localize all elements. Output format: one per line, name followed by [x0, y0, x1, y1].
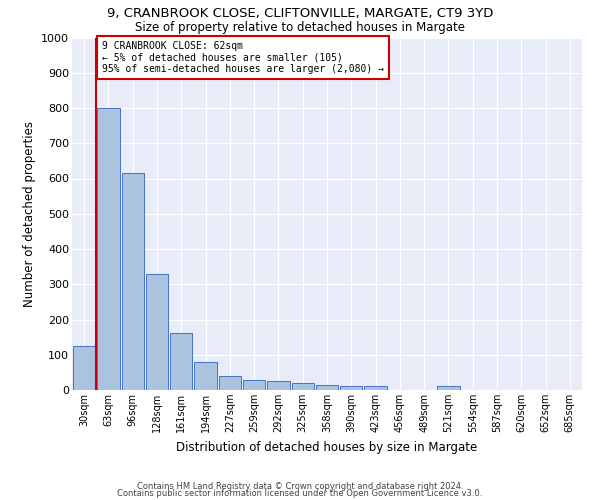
- Bar: [97, 108, 119, 390]
- Text: Contains HM Land Registry data © Crown copyright and database right 2024.: Contains HM Land Registry data © Crown c…: [137, 482, 463, 491]
- Bar: [170, 333, 193, 390]
- Text: 9 CRANBROOK CLOSE: 62sqm
← 5% of detached houses are smaller (105)
95% of semi-d: 9 CRANBROOK CLOSE: 62sqm ← 5% of detache…: [103, 41, 385, 74]
- Bar: [437, 386, 460, 390]
- Bar: [364, 386, 387, 390]
- Text: 9, CRANBROOK CLOSE, CLIFTONVILLE, MARGATE, CT9 3YD: 9, CRANBROOK CLOSE, CLIFTONVILLE, MARGAT…: [107, 8, 493, 20]
- Text: Size of property relative to detached houses in Margate: Size of property relative to detached ho…: [135, 21, 465, 34]
- Bar: [194, 362, 217, 390]
- X-axis label: Distribution of detached houses by size in Margate: Distribution of detached houses by size …: [176, 440, 478, 454]
- Y-axis label: Number of detached properties: Number of detached properties: [23, 120, 35, 306]
- Bar: [267, 381, 290, 390]
- Bar: [73, 346, 95, 390]
- Text: Contains public sector information licensed under the Open Government Licence v3: Contains public sector information licen…: [118, 490, 482, 498]
- Bar: [243, 380, 265, 390]
- Bar: [218, 376, 241, 390]
- Bar: [316, 384, 338, 390]
- Bar: [340, 386, 362, 390]
- Bar: [146, 274, 168, 390]
- Bar: [292, 383, 314, 390]
- Bar: [122, 172, 144, 390]
